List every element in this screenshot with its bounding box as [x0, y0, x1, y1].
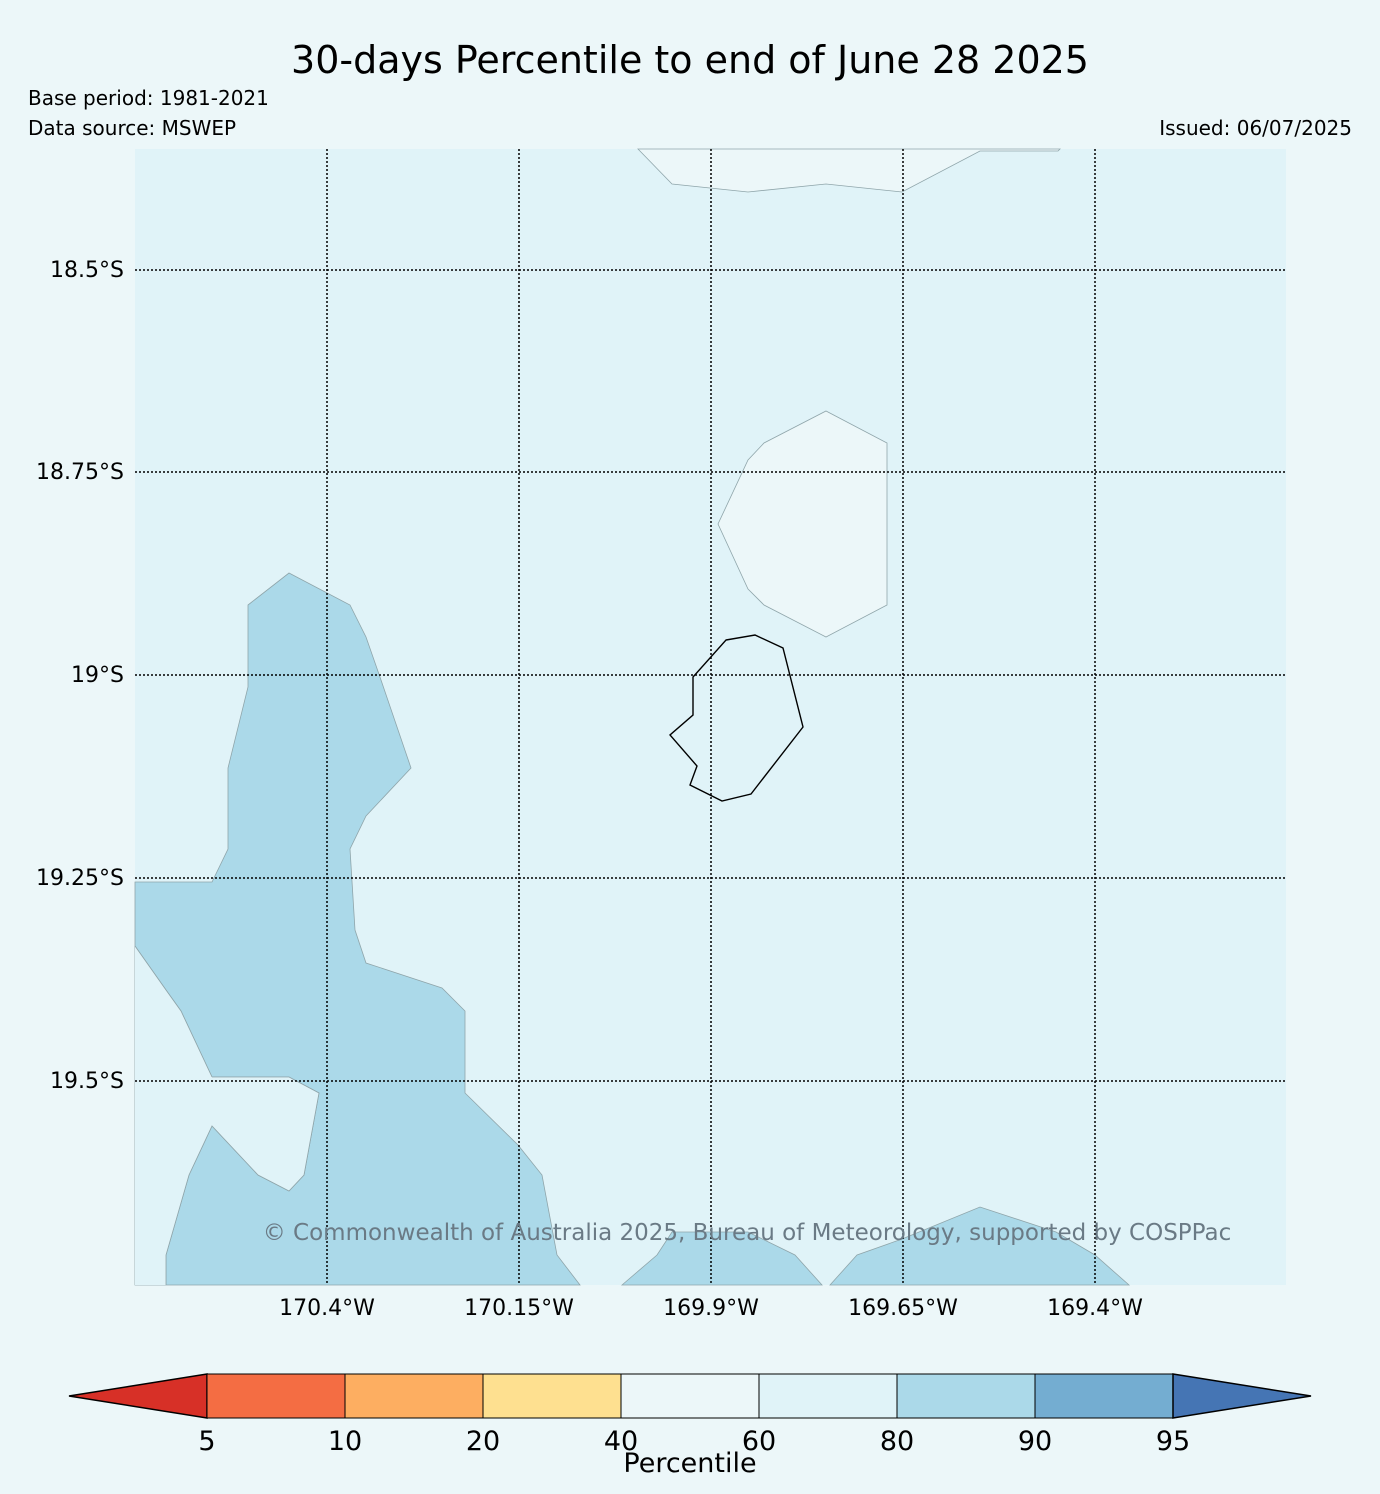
region-40-60-top: [637, 148, 1061, 193]
data-source: Data source: MSWEP: [28, 116, 237, 140]
colorbar-tick-label: 80: [880, 1426, 914, 1457]
colorbar-tick-label: 40: [604, 1426, 638, 1457]
colorbar-label: Percentile: [623, 1448, 756, 1479]
lat-label: 18.75°S: [36, 460, 124, 485]
colorbar-segments: [68, 1373, 1312, 1419]
colorbar: 5 10 20 40 60 80 90 95 Percentile: [68, 1373, 1312, 1479]
colorbar-tick-label: 5: [198, 1426, 215, 1457]
lon-label: 170.4°W: [279, 1296, 375, 1321]
gridlines: [135, 149, 1286, 1285]
lon-label: 169.4°W: [1047, 1296, 1143, 1321]
lat-label: 19.25°S: [36, 866, 124, 891]
percentile-map: 18.5°S 18.75°S 19°S 19.25°S 19.5°S 170.4…: [36, 148, 1286, 1321]
island-outline: [669, 634, 804, 802]
lon-label: 169.9°W: [663, 1296, 759, 1321]
lat-label: 19°S: [71, 663, 124, 688]
colorbar-segment: [620, 1373, 760, 1419]
colorbar-tick-label: 95: [1156, 1426, 1190, 1457]
colorbar-segment: [206, 1373, 346, 1419]
issued-date: Issued: 06/07/2025: [1159, 116, 1352, 140]
colorbar-tick-label: 60: [742, 1426, 776, 1457]
colorbar-extend-high: [1172, 1373, 1312, 1419]
chart-title: 30-days Percentile to end of June 28 202…: [291, 38, 1089, 82]
colorbar-segment: [896, 1373, 1036, 1419]
base-period: Base period: 1981-2021: [28, 86, 269, 110]
colorbar-ticks: 5 10 20 40 60 80 90 95: [198, 1426, 1190, 1457]
region-80-90-south-1: [620, 1231, 823, 1286]
colorbar-extend-low: [68, 1373, 208, 1419]
region-80-90-south-2: [829, 1206, 1131, 1286]
lat-label: 19.5°S: [50, 1069, 124, 1094]
copyright-notice: © Commonwealth of Australia 2025, Bureau…: [263, 1220, 1232, 1246]
region-40-60-center: [717, 410, 888, 638]
colorbar-tick-label: 10: [328, 1426, 362, 1457]
colorbar-segment: [1034, 1373, 1174, 1419]
lat-label: 18.5°S: [50, 258, 124, 283]
colorbar-segment: [758, 1373, 898, 1419]
lon-label: 170.15°W: [464, 1296, 574, 1321]
colorbar-segment: [344, 1373, 484, 1419]
lon-label: 169.65°W: [848, 1296, 958, 1321]
colorbar-segment: [482, 1373, 622, 1419]
region-60-80-southwest: [135, 946, 319, 1285]
colorbar-tick-label: 20: [466, 1426, 500, 1457]
colorbar-tick-label: 90: [1018, 1426, 1052, 1457]
